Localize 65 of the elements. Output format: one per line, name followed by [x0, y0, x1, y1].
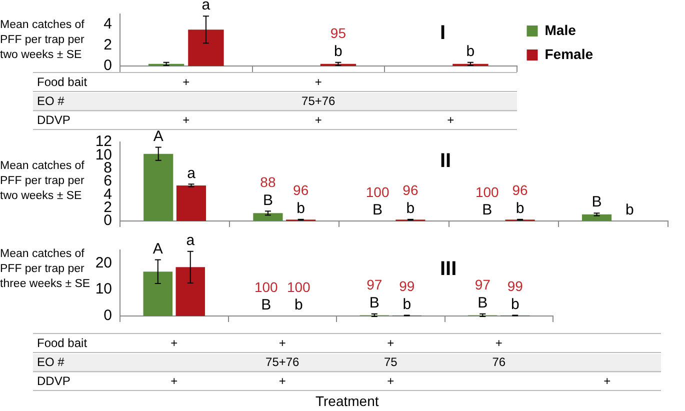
text: +	[182, 113, 190, 127]
y-tick-label: 0	[104, 57, 112, 74]
annotation: 100 b	[286, 278, 311, 314]
text: 76	[492, 355, 506, 369]
bar	[582, 214, 612, 221]
annotation: A	[152, 240, 163, 258]
text: +	[387, 374, 394, 388]
annotation: 100 B	[366, 184, 390, 219]
y-tick-label: 0	[104, 307, 112, 324]
category-label: Food bait	[37, 336, 88, 350]
legend-label: Male	[544, 22, 576, 38]
annotation: a	[187, 164, 196, 182]
annotation: 100 B	[475, 184, 500, 219]
text: +	[495, 336, 502, 350]
annotation: 99 b	[399, 278, 415, 313]
text: +	[314, 75, 322, 89]
annotation: 96 b	[512, 182, 528, 217]
y-tick-label: 20	[95, 254, 112, 272]
annotation: 97 B	[366, 276, 382, 312]
text: a	[186, 232, 196, 249]
text: 75+76	[302, 94, 336, 108]
text: +	[278, 374, 286, 388]
annotation: 96 b	[402, 182, 418, 217]
bar	[143, 272, 172, 316]
text: Treatment	[314, 393, 380, 409]
y-axis-title: Mean catches of PFF per trap per two weeks ± SE	[0, 18, 86, 62]
annotation: a	[202, 0, 211, 14]
category-label: DDVP	[37, 374, 70, 388]
y-tick-label: 4	[104, 16, 112, 33]
category-label: DDVP	[37, 113, 70, 127]
annotation: 96 b	[293, 182, 309, 217]
text: +	[278, 336, 286, 350]
y-tick-label: 2	[104, 36, 112, 54]
text: +	[182, 75, 190, 89]
text: 75+76	[266, 355, 300, 369]
annotation: b	[466, 43, 475, 60]
chart-title: I	[440, 22, 446, 45]
text: +	[170, 336, 178, 350]
text: +	[314, 113, 322, 127]
annotation: 97 B	[474, 276, 491, 312]
legend-label: Female	[544, 46, 594, 62]
bar	[253, 213, 283, 221]
y-axis-title: Mean catches of PFF per trap per two weeks ± SE	[0, 159, 86, 204]
category-label: Food bait	[37, 75, 88, 89]
annotation: 100 B	[254, 278, 278, 314]
category-label: EO #	[37, 94, 64, 108]
text: +	[170, 374, 178, 388]
chart-title: III	[440, 258, 457, 281]
text: +	[447, 113, 454, 127]
bar	[176, 185, 206, 221]
bar	[176, 267, 205, 316]
annotation: 99 b	[507, 278, 524, 313]
text: 75	[384, 355, 398, 369]
annotation: A	[153, 128, 164, 145]
chart-title: II	[440, 150, 452, 173]
annotation: 95 b	[330, 25, 346, 60]
category-label: EO #	[37, 355, 64, 369]
bar	[144, 154, 174, 221]
annotation: B	[592, 194, 602, 211]
y-axis-title: Mean catches of PFF per trap per three weeks ± SE	[0, 246, 92, 292]
y-tick-label: 10	[95, 280, 112, 298]
annotation: 88 B	[260, 174, 276, 209]
annotation: b	[625, 202, 634, 219]
text: +	[387, 336, 394, 350]
text: +	[604, 374, 611, 388]
